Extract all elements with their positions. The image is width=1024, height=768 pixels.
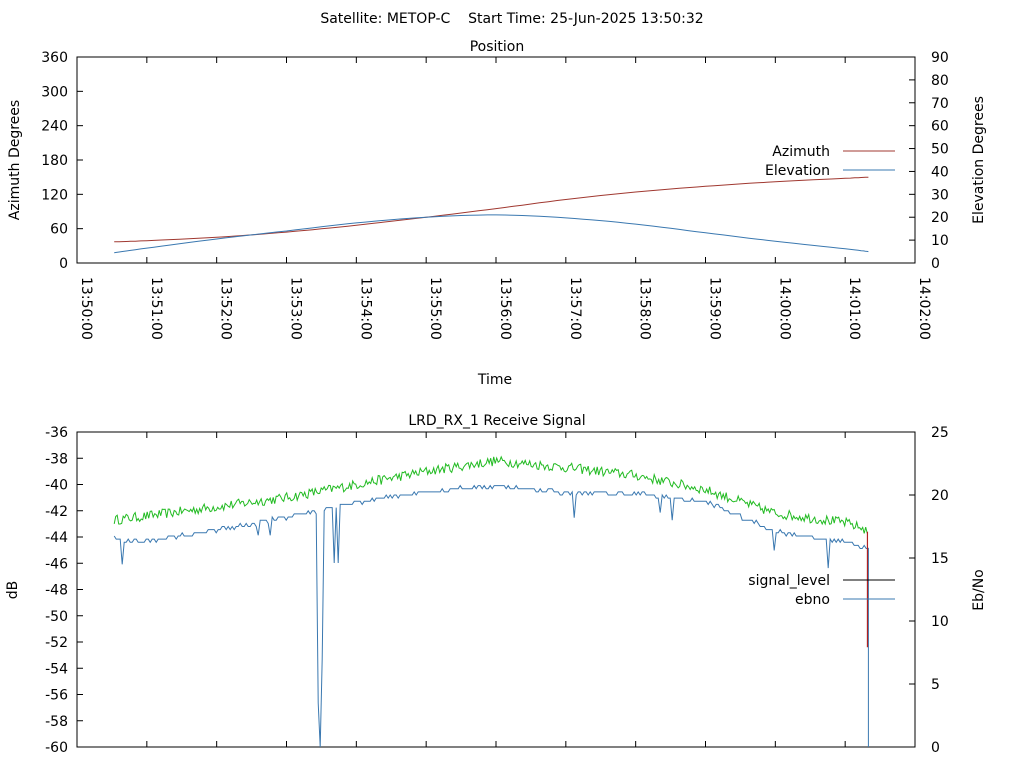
position-y2-axis-label: Elevation Degrees — [971, 96, 987, 224]
signal-y-tick-label: -44 — [45, 530, 68, 546]
position-y-axis-label: Azimuth Degrees — [7, 100, 23, 220]
signal-y2-tick-label: 15 — [931, 551, 949, 567]
legend-signal-level-label: signal_level — [748, 573, 830, 589]
signal-y-axis-label: dB — [5, 581, 21, 600]
signal-chart: LRD_RX_1 Receive Signal -60-58-56-54-52-… — [5, 413, 987, 756]
signal-x-axis — [76, 432, 916, 747]
signal-y-tick-label: -40 — [45, 478, 68, 494]
position-plot-frame — [76, 56, 916, 264]
position-y2-tick-label: 40 — [931, 164, 949, 180]
position-x-tick-label: 13:50:00 — [78, 277, 94, 340]
position-x-tick-label: 13:54:00 — [357, 277, 373, 340]
ebno-series-line — [113, 484, 869, 748]
position-y-tick-label: 360 — [41, 50, 68, 66]
signal-y-tick-label: -46 — [45, 556, 68, 572]
position-y2-tick-label: 0 — [931, 256, 940, 272]
signal-y2-tick-label: 0 — [931, 740, 940, 756]
position-x-tick-label: 13:55:00 — [427, 277, 443, 340]
position-chart: Position 0 60 120 180 240 300 360 0 10 20 30 40 50 6… — [7, 39, 987, 388]
signal-legend: signal_level ebno — [748, 573, 895, 608]
signal-y-tick-label: -42 — [45, 504, 68, 520]
position-x-tick-label: 14:00:00 — [776, 277, 792, 340]
position-x-tick-label: 13:56:00 — [497, 277, 513, 340]
position-y-tick-label: 120 — [41, 187, 68, 203]
position-x-axis-label: Time — [477, 372, 512, 388]
position-y-tick-label: 60 — [50, 222, 68, 238]
position-y2-tick-label: 70 — [931, 96, 949, 112]
position-y-tick-label: 240 — [41, 119, 68, 135]
position-y-tick-label: 0 — [59, 256, 68, 272]
position-x-tick-label: 13:52:00 — [218, 277, 234, 340]
signal-y-tick-label: -48 — [45, 583, 68, 599]
signal-y-tick-label: -60 — [45, 740, 68, 756]
position-y2-tick-label: 80 — [931, 73, 949, 89]
position-y2-tick-label: 50 — [931, 142, 949, 158]
signal-y-tick-label: -56 — [45, 688, 68, 704]
position-x-tick-label: 13:59:00 — [707, 277, 723, 340]
signal-y-tick-label: -50 — [45, 609, 68, 625]
position-y2-tick-label: 20 — [931, 210, 949, 226]
legend-elevation-label: Elevation — [765, 163, 830, 179]
signal-y-axis: -60 -58 -56 -54 -52 -50 -48 -46 -44 -42 -40 -38 -36 — [45, 425, 83, 756]
position-y-axis: 0 60 120 180 240 300 360 — [41, 50, 83, 272]
position-y2-tick-label: 30 — [931, 187, 949, 203]
signal-y2-tick-label: 20 — [931, 488, 949, 504]
position-x-tick-label: 14:01:00 — [846, 277, 862, 340]
elevation-series-line — [114, 214, 869, 254]
signal-y2-axis: 0 5 10 15 20 25 — [909, 425, 949, 756]
position-y2-tick-label: 90 — [931, 50, 949, 66]
position-y2-tick-label: 60 — [931, 119, 949, 135]
position-x-tick-label: 13:51:00 — [148, 277, 164, 340]
signal-y-tick-label: -58 — [45, 714, 68, 730]
position-x-tick-label: 13:57:00 — [567, 277, 583, 340]
signal-y-tick-label: -36 — [45, 425, 68, 441]
signal-y-tick-label: -52 — [45, 635, 68, 651]
signal-y2-axis-label: Eb/No — [971, 569, 987, 611]
position-x-tick-label: 13:53:00 — [288, 277, 304, 340]
signal-plot-frame — [76, 431, 916, 748]
signal-y2-tick-label: 5 — [931, 677, 940, 693]
signal-chart-title: LRD_RX_1 Receive Signal — [408, 413, 585, 429]
legend-ebno-label: ebno — [795, 592, 830, 608]
azimuth-series-line — [114, 176, 869, 243]
position-y2-tick-label: 10 — [931, 233, 949, 249]
page-title: Satellite: METOP-C Start Time: 25-Jun-20… — [320, 11, 703, 27]
signal-y-tick-label: -54 — [45, 661, 68, 677]
position-y2-axis: 0 10 20 30 40 50 60 70 80 90 — [909, 50, 949, 272]
signal-y2-tick-label: 25 — [931, 425, 949, 441]
position-y-tick-label: 300 — [41, 84, 68, 100]
legend-azimuth-label: Azimuth — [772, 144, 830, 160]
position-x-tick-label: 14:02:00 — [916, 277, 932, 340]
position-legend: Azimuth Elevation — [765, 144, 895, 179]
position-x-tick-label: 13:58:00 — [637, 277, 653, 340]
position-chart-title: Position — [470, 39, 525, 55]
position-y-tick-label: 180 — [41, 153, 68, 169]
position-x-axis: 13:50:00 13:51:00 13:52:00 13:53:00 13:54:00… — [76, 57, 932, 340]
signal-level-green-trace — [113, 455, 868, 534]
signal-y2-tick-label: 10 — [931, 614, 949, 630]
signal-y-tick-label: -38 — [45, 451, 68, 467]
